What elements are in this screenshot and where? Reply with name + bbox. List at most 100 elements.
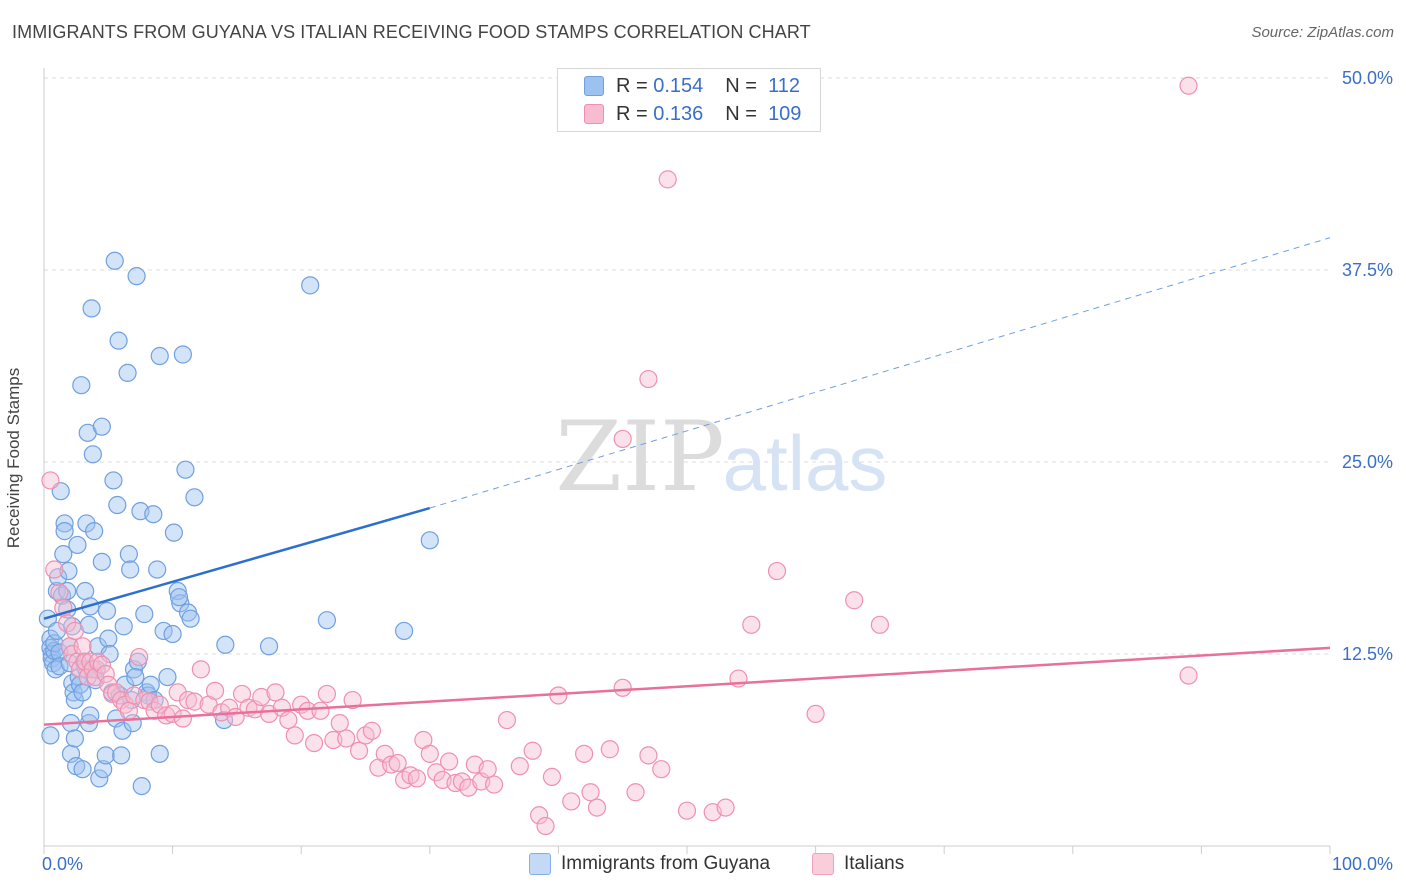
r-value-guyana: 0.154 xyxy=(653,74,704,97)
data-point xyxy=(311,701,330,720)
data-point xyxy=(171,594,190,613)
data-point xyxy=(148,560,167,579)
data-point xyxy=(108,495,127,515)
data-point xyxy=(50,583,69,602)
data-point xyxy=(127,267,146,286)
chart-title: IMMIGRANTS FROM GUYANA VS ITALIAN RECEIV… xyxy=(12,22,811,42)
data-point xyxy=(407,769,427,788)
data-point xyxy=(113,721,132,740)
tick-labels: 12.5% 25.0% 37.5% 50.0% 0.0% 100.0% xyxy=(42,68,1393,874)
data-point xyxy=(485,775,504,794)
data-point xyxy=(205,681,225,700)
data-point xyxy=(845,591,864,610)
data-point xyxy=(82,299,101,318)
legend-swatch-guyana xyxy=(584,76,604,96)
data-point xyxy=(510,757,529,776)
data-point xyxy=(349,741,369,760)
legend-swatch-guyana xyxy=(529,853,551,875)
data-point xyxy=(587,798,607,817)
data-point xyxy=(83,445,102,464)
data-point xyxy=(164,523,183,542)
data-point xyxy=(185,692,204,711)
data-point xyxy=(96,664,115,684)
grid-lines xyxy=(44,77,1330,655)
r-label: R = xyxy=(616,74,648,97)
y-axis-label: Receiving Food Stamps xyxy=(4,367,23,549)
data-point xyxy=(562,792,581,811)
data-point xyxy=(536,816,555,836)
data-points xyxy=(38,76,1198,836)
data-point xyxy=(259,637,279,656)
data-point xyxy=(130,647,149,667)
data-point xyxy=(109,331,128,350)
data-point xyxy=(252,687,271,707)
data-point xyxy=(90,769,109,788)
data-point xyxy=(639,746,658,765)
data-point xyxy=(85,522,104,541)
data-point xyxy=(140,692,159,711)
data-point xyxy=(150,346,169,366)
n-label: N = xyxy=(725,74,757,97)
data-point xyxy=(73,683,92,702)
data-point xyxy=(279,710,298,730)
data-point xyxy=(178,690,198,710)
data-point xyxy=(530,806,549,825)
data-point xyxy=(45,560,64,579)
watermark-atlas: atlas xyxy=(723,419,888,507)
legend-item-guyana: Immigrants from Guyana xyxy=(529,850,770,878)
data-point xyxy=(185,488,204,507)
data-point xyxy=(317,684,337,704)
data-point xyxy=(478,760,497,779)
legend-row-italians: R = 0.136 N = 109 xyxy=(584,100,801,128)
data-point xyxy=(119,545,138,564)
data-point xyxy=(141,675,160,694)
data-point xyxy=(50,657,69,676)
data-point xyxy=(497,710,517,730)
legend-item-italians: Italians xyxy=(812,850,904,878)
data-point xyxy=(523,741,542,760)
watermark-zip: ZIP xyxy=(555,401,724,513)
data-point xyxy=(317,611,337,630)
data-point xyxy=(114,617,133,636)
data-point xyxy=(41,471,60,490)
data-point xyxy=(92,655,111,674)
data-point xyxy=(119,701,138,720)
data-point xyxy=(652,760,671,779)
data-point xyxy=(298,701,317,720)
y-tick-label: 37.5% xyxy=(1342,260,1393,280)
data-point xyxy=(96,746,115,765)
data-point xyxy=(65,729,84,748)
data-point xyxy=(266,683,285,702)
data-point xyxy=(716,798,735,817)
data-point xyxy=(135,604,154,624)
data-point xyxy=(72,376,91,395)
data-point xyxy=(542,767,562,786)
x-tick-label: 100.0% xyxy=(1332,854,1393,874)
data-point xyxy=(301,276,320,295)
data-point xyxy=(1179,76,1198,95)
data-point xyxy=(626,783,645,802)
data-point xyxy=(613,429,632,449)
data-point xyxy=(104,471,123,490)
trend-extension-guyana xyxy=(429,237,1331,509)
data-point xyxy=(55,522,74,541)
data-point xyxy=(94,760,113,779)
data-point xyxy=(600,740,619,759)
r-value-italians: 0.136 xyxy=(653,102,704,125)
data-point xyxy=(285,726,304,745)
legend-swatch-italians xyxy=(812,853,834,875)
data-point xyxy=(112,746,131,765)
data-point xyxy=(581,783,600,802)
data-point xyxy=(55,514,74,533)
axes xyxy=(43,68,1331,854)
trend-line-italians xyxy=(43,646,1331,726)
stats-legend: R = 0.154 N = 112 R = 0.136 N = 109 xyxy=(557,68,821,132)
data-point xyxy=(575,744,594,763)
y-tick-label: 25.0% xyxy=(1342,452,1393,472)
data-point xyxy=(388,753,407,773)
data-point xyxy=(304,733,324,753)
legend-label-italians: Italians xyxy=(844,853,905,874)
data-point xyxy=(168,683,187,702)
data-point xyxy=(173,345,192,364)
data-point xyxy=(420,744,439,763)
